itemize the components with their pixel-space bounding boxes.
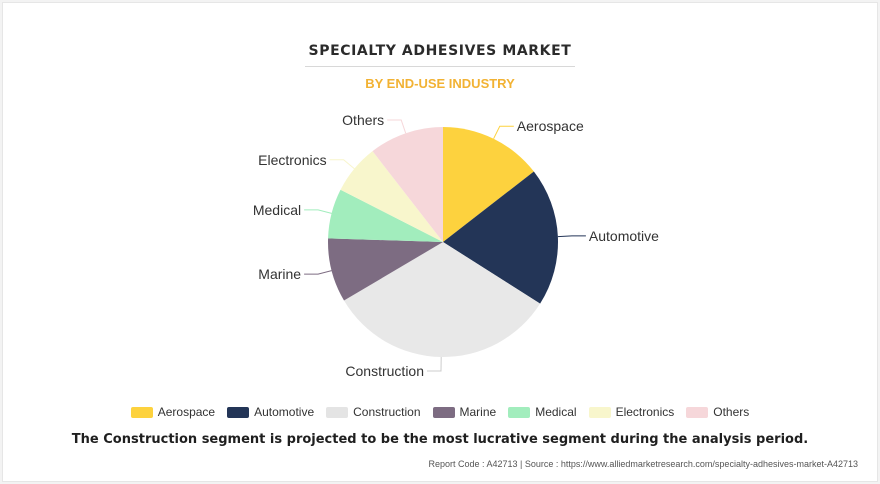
slice-label-marine: Marine <box>258 266 301 282</box>
slice-label-construction: Construction <box>345 363 424 379</box>
slice-label-aerospace: Aerospace <box>517 118 584 134</box>
title-divider <box>305 66 575 67</box>
legend-item-medical[interactable]: Medical <box>508 405 577 419</box>
legend-swatch <box>686 406 709 418</box>
slice-label-others: Others <box>342 112 384 128</box>
slice-label-automotive: Automotive <box>589 228 659 244</box>
legend-label: Marine <box>459 405 497 419</box>
legend-swatch <box>130 406 153 418</box>
leader-line-marine <box>304 270 332 275</box>
legend-item-construction[interactable]: Construction <box>326 405 421 419</box>
leader-line-automotive <box>557 235 586 238</box>
legend-label: Electronics <box>615 405 675 419</box>
legend-label: Automotive <box>254 405 315 419</box>
pie-slice-marine <box>328 238 443 301</box>
legend-item-automotive[interactable]: Automotive <box>227 405 314 419</box>
legend-item-marine[interactable]: Marine <box>432 405 497 419</box>
leader-line-medical <box>304 209 332 214</box>
legend-item-aerospace[interactable]: Aerospace <box>130 405 216 419</box>
pie-slice-aerospace <box>443 127 534 242</box>
legend-label: Others <box>713 405 750 419</box>
legend-item-electronics[interactable]: Electronics <box>588 405 675 419</box>
slice-label-electronics: Electronics <box>258 152 326 168</box>
pie-slice-construction <box>344 242 541 358</box>
leader-line-electronics <box>329 159 355 170</box>
legend-swatch <box>326 406 349 418</box>
leader-line-others <box>387 119 407 134</box>
pie-slice-others <box>372 127 443 242</box>
legend-label: Construction <box>353 405 421 419</box>
leader-line-construction <box>427 356 442 372</box>
legend-item-others[interactable]: Others <box>686 405 749 419</box>
legend-label: Aerospace <box>157 405 216 419</box>
chart-title: SPECIALTY ADHESIVES MARKET <box>308 43 572 59</box>
chart-footnote: The Construction segment is projected to… <box>71 432 809 447</box>
pie-slice-automotive <box>443 171 559 304</box>
legend-swatch <box>432 406 455 418</box>
legend-swatch <box>227 406 250 418</box>
chart-legend: Aerospace Automotive Construction Marine Med… <box>0 403 880 421</box>
pie-slice-medical <box>328 189 443 242</box>
slice-label-medical: Medical <box>253 202 301 218</box>
legend-label: Medical <box>535 405 577 419</box>
legend-swatch <box>588 406 611 418</box>
pie-slice-electronics <box>340 151 443 242</box>
legend-swatch <box>508 406 531 418</box>
leader-line-aerospace <box>493 125 514 139</box>
chart-subtitle: BY END-USE INDUSTRY <box>365 76 515 91</box>
source-note: Report Code : A42713 | Source : https://… <box>428 459 858 469</box>
